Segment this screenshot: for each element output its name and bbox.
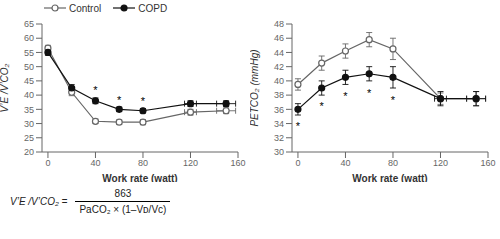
svg-text:80: 80 xyxy=(388,158,398,168)
svg-text:160: 160 xyxy=(480,158,492,168)
svg-text:40: 40 xyxy=(24,90,34,100)
svg-text:55: 55 xyxy=(24,48,34,58)
svg-text:40: 40 xyxy=(340,158,350,168)
svg-text:35: 35 xyxy=(24,105,34,115)
svg-text:*: * xyxy=(141,95,146,107)
svg-text:*: * xyxy=(93,84,98,96)
svg-text:36: 36 xyxy=(274,105,284,115)
svg-text:34: 34 xyxy=(274,119,284,129)
svg-text:25: 25 xyxy=(24,133,34,143)
svg-text:45: 45 xyxy=(24,76,34,86)
svg-text:30: 30 xyxy=(24,119,34,129)
svg-text:*: * xyxy=(117,94,122,106)
html-text:863: 863 xyxy=(114,188,132,199)
svg-text:42: 42 xyxy=(274,62,284,72)
svg-text:80: 80 xyxy=(138,158,148,168)
svg-text:20: 20 xyxy=(24,147,34,157)
svg-text:30: 30 xyxy=(274,147,284,157)
svg-text:PETCO₂ (mmHg): PETCO₂ (mmHg) xyxy=(250,49,260,126)
svg-text:*: * xyxy=(296,120,301,132)
svg-text:Work rate (watt): Work rate (watt) xyxy=(352,173,427,182)
svg-text:V’E /V’CO₂: V’E /V’CO₂ xyxy=(8,63,10,112)
svg-text:65: 65 xyxy=(24,19,34,29)
svg-text:*: * xyxy=(367,87,372,99)
svg-text:*: * xyxy=(343,90,348,102)
svg-text:60: 60 xyxy=(24,33,34,43)
html-text:COPD: COPD xyxy=(138,2,168,14)
html-text:V’E /V’CO₂ =: V’E /V’CO₂ = xyxy=(10,196,68,207)
svg-text:46: 46 xyxy=(274,33,284,43)
svg-text:Work rate (watt): Work rate (watt) xyxy=(102,173,177,182)
svg-text:0: 0 xyxy=(295,158,300,168)
svg-text:40: 40 xyxy=(90,158,100,168)
svg-text:*: * xyxy=(320,100,325,112)
html-text:Control: Control xyxy=(69,2,102,14)
svg-text:48: 48 xyxy=(274,19,284,29)
html-text:PaCO₂ × (1–Vᴅ/Vᴄ): PaCO₂ × (1–Vᴅ/Vᴄ) xyxy=(79,204,167,215)
svg-text:0: 0 xyxy=(45,158,50,168)
svg-text:50: 50 xyxy=(24,62,34,72)
svg-text:120: 120 xyxy=(183,158,198,168)
svg-text:32: 32 xyxy=(274,133,284,143)
svg-text:*: * xyxy=(391,94,396,106)
svg-text:40: 40 xyxy=(274,76,284,86)
svg-text:38: 38 xyxy=(274,90,284,100)
svg-text:160: 160 xyxy=(230,158,245,168)
svg-text:44: 44 xyxy=(274,48,284,58)
svg-text:120: 120 xyxy=(433,158,448,168)
